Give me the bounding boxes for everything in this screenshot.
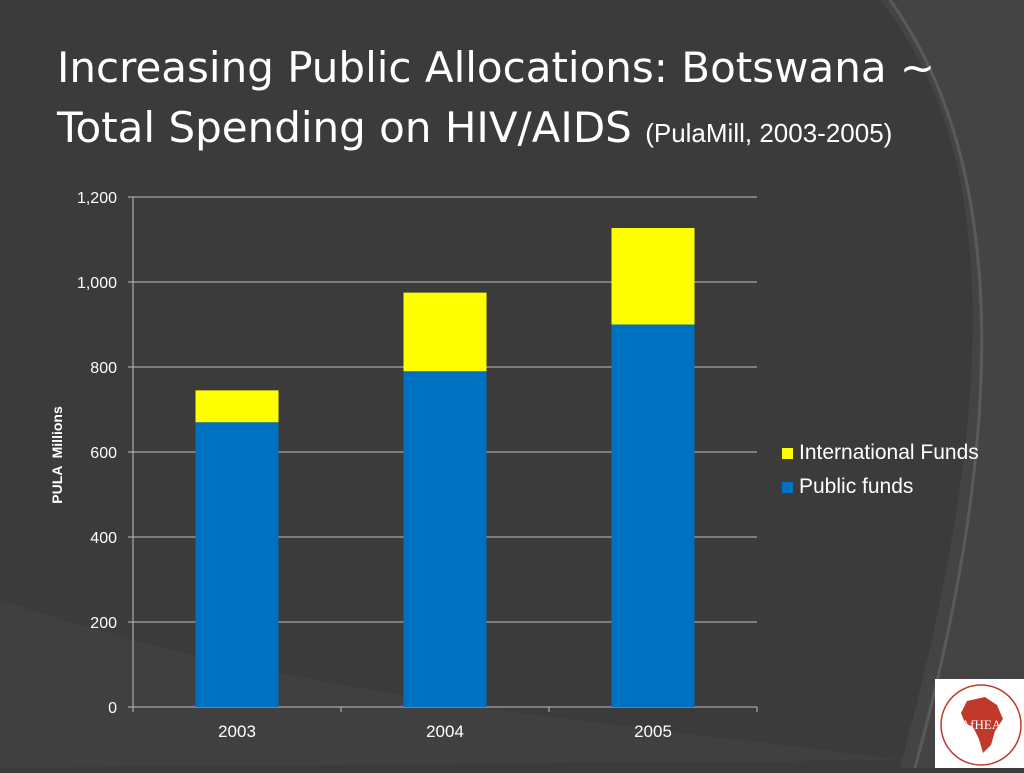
title-subtitle: (PulaMill, 2003-2005) [645, 118, 893, 148]
bar-public-funds-2005 [611, 324, 695, 707]
title-main: Increasing Public Allocations: Botswana … [57, 43, 936, 152]
y-tick-label: 600 [90, 445, 117, 462]
legend-item-international: International Funds [782, 436, 979, 470]
bar-public-funds-2003 [195, 422, 279, 707]
x-tick-label: 2004 [426, 722, 464, 741]
legend-swatch-international [782, 447, 793, 459]
bar-public-funds-2004 [403, 371, 487, 707]
legend-label-public: Public funds [799, 475, 914, 498]
slide-title: Increasing Public Allocations: Botswana … [57, 38, 997, 163]
y-tick-label: 0 [108, 700, 117, 717]
bar-international-funds-2003 [195, 390, 279, 423]
y-tick-label: 1,200 [77, 190, 117, 207]
x-tick-label: 2003 [218, 722, 256, 741]
bar-international-funds-2005 [611, 228, 695, 325]
y-tick-label: 1,000 [77, 275, 117, 292]
y-axis-label: PULA Millions [49, 406, 65, 504]
legend-swatch-public [782, 481, 793, 493]
africa-map-icon: AfHEA [940, 684, 1022, 766]
chart-legend: International Funds Public funds [782, 436, 979, 504]
bar-international-funds-2004 [403, 292, 487, 372]
y-tick-label: 400 [90, 530, 117, 547]
y-tick-label: 800 [90, 360, 117, 377]
logo-text: AfHEA [961, 717, 1002, 732]
legend-item-public: Public funds [782, 470, 979, 504]
x-tick-label: 2005 [634, 722, 672, 741]
afhea-logo: AfHEA [935, 679, 1024, 768]
legend-label-international: International Funds [799, 441, 979, 464]
y-tick-label: 200 [90, 615, 117, 632]
